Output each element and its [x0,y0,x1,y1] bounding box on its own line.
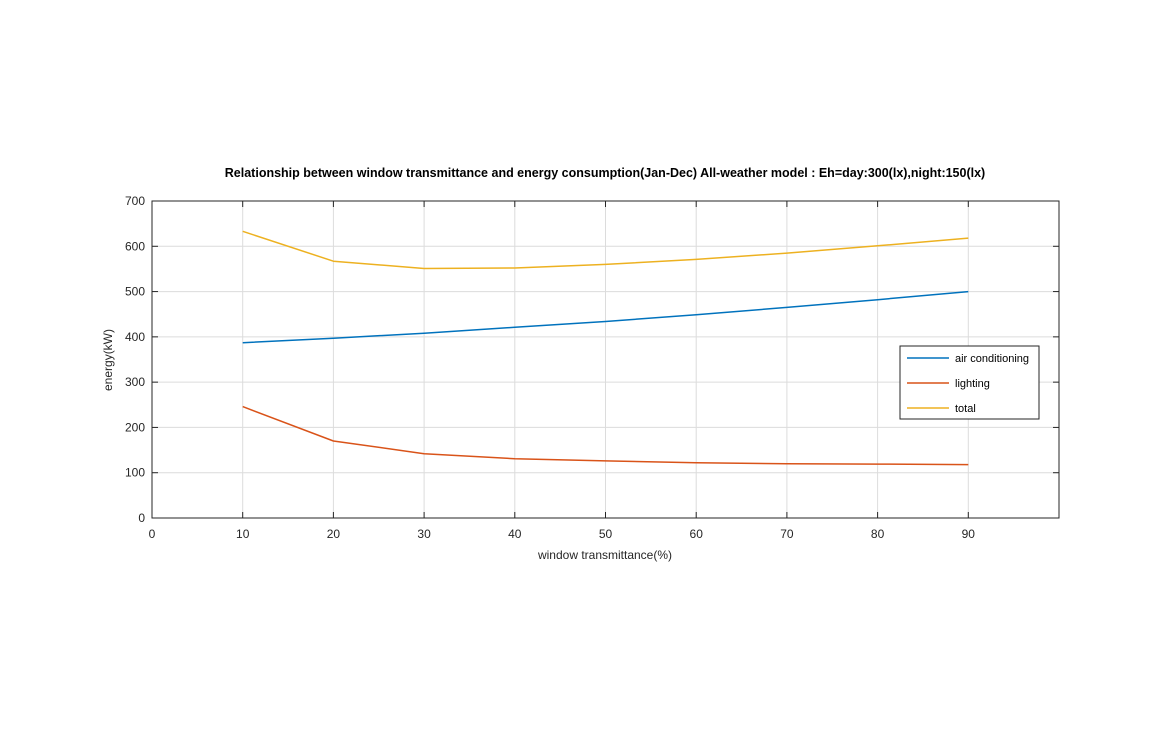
legend-label: total [955,403,976,415]
y-tick-label: 0 [138,511,145,525]
y-tick-label: 200 [125,420,145,434]
chart-title: Relationship between window transmittanc… [225,166,985,180]
x-tick-label: 80 [871,527,885,541]
x-tick-label: 50 [599,527,613,541]
x-tick-label: 30 [417,527,431,541]
y-tick-label: 300 [125,375,145,389]
x-tick-label: 70 [780,527,794,541]
y-tick-label: 500 [125,285,145,299]
legend: air conditioning lighting total [900,346,1039,419]
y-axis-label: energy(kW) [101,329,115,391]
y-tick-label: 400 [125,330,145,344]
x-tick-label: 90 [962,527,976,541]
x-tick-label: 20 [327,527,341,541]
x-tick-label: 0 [149,527,156,541]
y-tick-label: 100 [125,466,145,480]
y-tick-label: 600 [125,239,145,253]
x-tick-label: 40 [508,527,522,541]
x-tick-label: 10 [236,527,250,541]
y-tick-label: 700 [125,194,145,208]
legend-label: lighting [955,378,990,390]
x-axis-label: window transmittance(%) [537,548,672,562]
x-tick-label: 60 [690,527,704,541]
legend-label: air conditioning [955,353,1029,365]
